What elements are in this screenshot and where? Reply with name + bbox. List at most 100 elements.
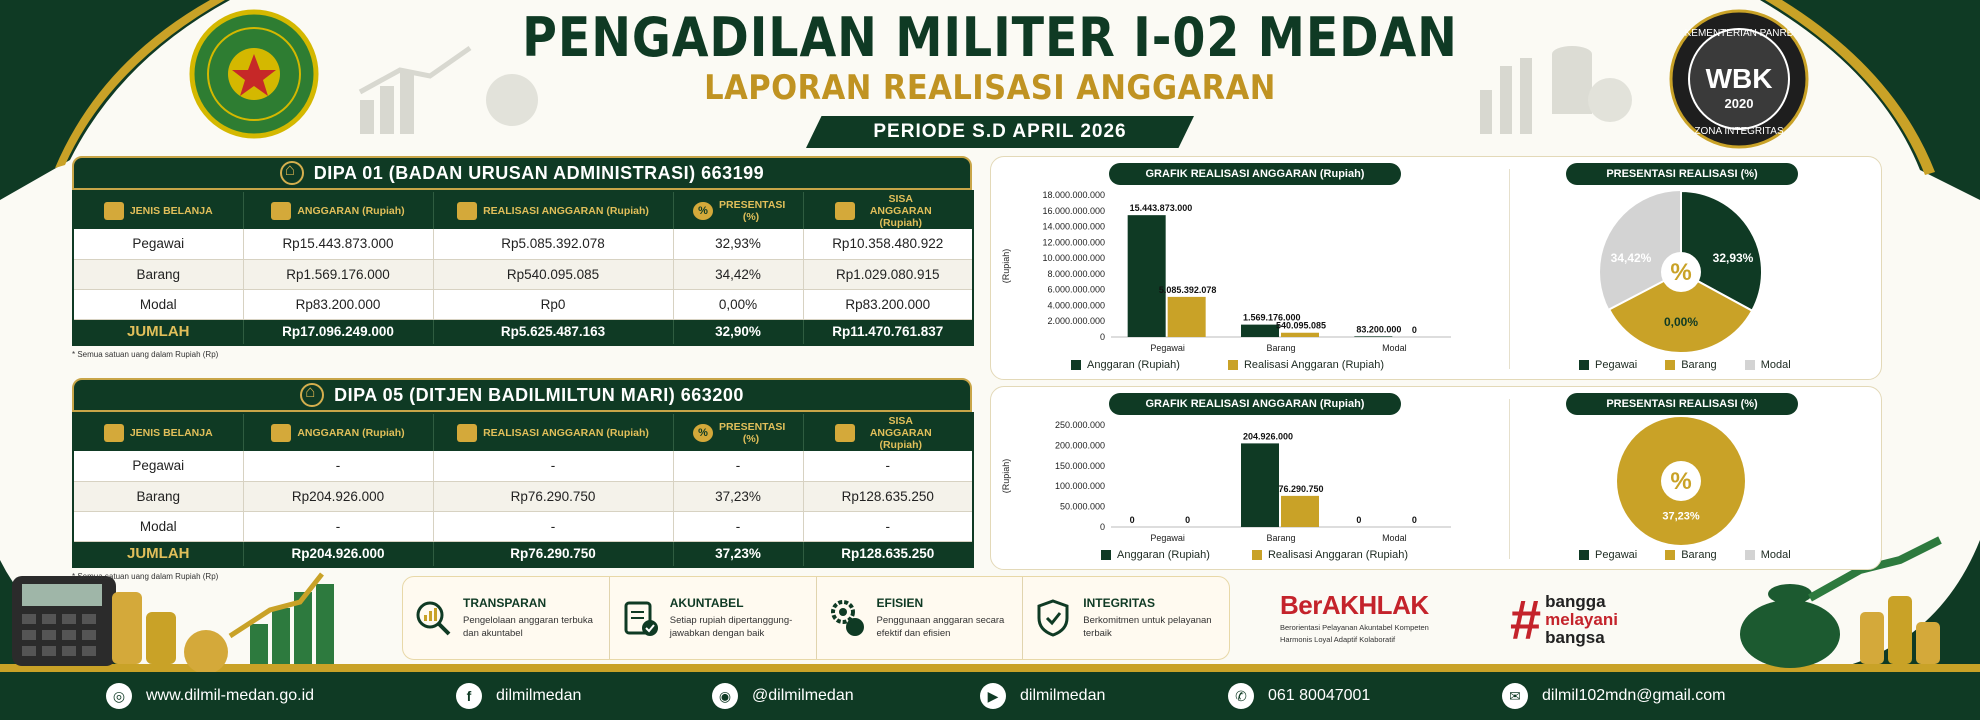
col-sisa: SISA ANGGARAN (Rupiah): [803, 191, 974, 229]
col-jenis-belanja: JENIS BELANJA: [73, 413, 244, 451]
bar: [1281, 332, 1319, 337]
data-label: 0: [1130, 515, 1135, 525]
pillar-akuntabel: AKUNTABEL Setiap rupiah dipertanggung-jaw…: [610, 577, 817, 659]
data-label: 83.200.000: [1356, 324, 1401, 334]
pillar-transparan: TRANSPARAN Pengelolaan anggaran terbuka d…: [403, 577, 610, 659]
bar-chart-icon: [457, 201, 478, 220]
bar-chart-1-legend: Anggaran (Rupiah) Realisasi Anggaran (Ru…: [1071, 359, 1384, 371]
chart-panel-dipa01: GRAFIK REALISASI ANGGARAN (Rupiah) (Rupi…: [990, 156, 1882, 380]
bar-chart-2-title: GRAFIK REALISASI ANGGARAN (Rupiah): [1109, 393, 1401, 415]
data-label: 0: [1356, 515, 1361, 525]
footer-website[interactable]: ◎ www.dilmil-medan.go.id: [106, 683, 314, 709]
currency-note: * Semua satuan uang dalam Rupiah (Rp): [72, 350, 219, 359]
hashtag-icon: #: [1510, 588, 1542, 651]
legend-swatch: [1227, 360, 1238, 370]
pie-chart-1-title: PRESENTASI REALISASI (%): [1566, 163, 1798, 185]
pie-chart-2-legend: Pegawai Barang Modal: [1579, 549, 1791, 561]
col-sisa: SISA ANGGARAN (Rupiah): [803, 413, 974, 451]
data-label: 0: [1412, 325, 1417, 335]
footer-phone[interactable]: ✆ 061 80047001: [1228, 683, 1370, 709]
pie-center: [1661, 252, 1701, 292]
y-tick-label: 0: [1100, 332, 1105, 342]
slice-label: 32,93%: [1713, 251, 1754, 265]
legend-swatch: [1665, 360, 1676, 370]
pie-center-text: %: [1670, 259, 1691, 286]
bar: [1127, 215, 1166, 337]
y-tick-label: 12.000.000.000: [1042, 237, 1105, 247]
bar-chart-1: (Rupiah) 0 2.000.000.000 4.000.000.000 6.000…: [1001, 190, 1451, 353]
pie-slice: [1680, 189, 1763, 313]
page-title: PENGADILAN MILITER I-02 MEDAN: [522, 6, 1458, 69]
pillar-efisien: EFISIEN Penggunaan anggaran secara efekti…: [817, 577, 1024, 659]
bar: [1167, 296, 1206, 337]
footer-facebook[interactable]: f dilmilmedan: [456, 683, 581, 709]
youtube-icon: ▶: [980, 683, 1006, 709]
table-row: Pegawai Rp15.443.873.000 Rp5.085.392.078 32…: [73, 229, 974, 260]
table-row: Modal - - - -: [73, 511, 974, 542]
clipboard-check-icon: [624, 601, 658, 636]
badge-bottom-text: ZONA INTEGRITAS: [1694, 126, 1784, 137]
y-tick-label: 50.000.000: [1060, 502, 1105, 512]
table-row: Pegawai - - - -: [73, 451, 974, 482]
table-row: Modal Rp83.200.000 Rp0 0,00% Rp83.200.000: [73, 289, 974, 320]
bar-chart-2-legend: Anggaran (Rupiah) Realisasi Anggaran (Ru…: [1101, 549, 1408, 561]
period-badge: PERIODE S.D APRIL 2026: [806, 116, 1194, 148]
instagram-icon: ◉: [712, 683, 738, 709]
pie-chart-1-legend: Pegawai Barang Modal: [1579, 359, 1791, 371]
legend-swatch: [1665, 550, 1676, 560]
badge-top-text: KEMENTERIAN PANRB: [1685, 28, 1794, 39]
footer-youtube[interactable]: ▶ dilmilmedan: [980, 683, 1105, 709]
y-tick-label: 14.000.000.000: [1042, 222, 1105, 232]
pie-chart-2: 37,23%%: [1617, 417, 1745, 545]
dipa01-title-bar: DIPA 01 (BADAN URUSAN ADMINISTRASI) 6631…: [72, 156, 972, 190]
footer-instagram[interactable]: ◉ @dilmilmedan: [712, 683, 854, 709]
footer: ◎ www.dilmil-medan.go.id f dilmilmedan ◉ @d…: [0, 672, 1980, 720]
data-label: 76.290.750: [1278, 484, 1323, 494]
y-tick-label: 16.000.000.000: [1042, 206, 1105, 216]
cart-icon: [103, 423, 124, 442]
bar-chart-1-title: GRAFIK REALISASI ANGGARAN (Rupiah): [1109, 163, 1401, 185]
footer-email[interactable]: ✉ dilmil102mdn@gmail.com: [1502, 683, 1725, 709]
legend-swatch: [1579, 360, 1589, 370]
data-label: 540.095.085: [1276, 321, 1326, 331]
y-tick-label: 4.000.000.000: [1047, 300, 1105, 310]
page-subtitle: LAPORAN REALISASI ANGGARAN: [704, 68, 1276, 108]
globe-icon: ◎: [106, 683, 132, 709]
table-row: Barang Rp204.926.000 Rp76.290.750 37,23% Rp1…: [73, 481, 974, 512]
col-realisasi: REALISASI ANGGARAN (Rupiah): [433, 413, 674, 451]
data-label: 1.569.176.000: [1243, 313, 1301, 323]
dipa05-title: DIPA 05 (DITJEN BADILMILTUN MARI) 663200: [334, 384, 744, 405]
bangga-melayani-bangsa-logo: # bangga melayani bangsa: [1510, 588, 1618, 651]
col-jenis-belanja: JENIS BELANJA: [73, 191, 244, 229]
legend-swatch: [1101, 550, 1111, 560]
x-tick-label: Modal: [1382, 533, 1407, 543]
x-tick-label: Pegawai: [1150, 533, 1185, 543]
legend-swatch: [1744, 550, 1755, 560]
col-presentasi: % PRESENTASI (%): [673, 413, 804, 451]
magnifier-chart-icon: [416, 601, 451, 636]
dipa05-table-block: DIPA 05 (DITJEN BADILMILTUN MARI) 663200…: [72, 378, 974, 581]
cart-icon: [103, 201, 124, 220]
chart-panel-dipa05: GRAFIK REALISASI ANGGARAN (Rupiah) (Rupi…: [990, 386, 1882, 570]
col-anggaran: ANGGARAN (Rupiah): [243, 413, 434, 451]
legend-swatch: [1071, 360, 1081, 370]
y-tick-label: 100.000.000: [1055, 481, 1105, 491]
table-total-row: JUMLAH Rp204.926.000 Rp76.290.750 37,23% Rp1…: [73, 541, 974, 568]
percent-icon: %: [693, 201, 713, 220]
gear-coin-icon: [830, 600, 864, 636]
x-tick-label: Barang: [1266, 533, 1295, 543]
x-tick-label: Barang: [1266, 343, 1295, 353]
money-stack-icon: [271, 423, 292, 442]
table-row: Barang Rp1.569.176.000 Rp540.095.085 34,42%…: [73, 259, 974, 290]
header: PENGADILAN MILITER I-02 MEDAN LAPORAN RE…: [0, 0, 1980, 150]
dipa01-header-row: JENIS BELANJA ANGGARAN (Rupiah) REALISAS…: [73, 191, 974, 229]
legend-swatch: [1251, 550, 1262, 560]
dipa05-table: JENIS BELANJA ANGGARAN (Rupiah) REALISAS…: [72, 412, 974, 568]
legend-swatch: [1579, 550, 1589, 560]
money-bag-icon: [834, 423, 855, 442]
y-tick-label: 18.000.000.000: [1042, 190, 1105, 200]
bar-chart-2: (Rupiah) 0 50.000.000 100.000.000 150.000.00…: [1001, 420, 1451, 543]
data-label: 0: [1185, 515, 1190, 525]
badge-mid-text: WBK: [1706, 63, 1773, 94]
